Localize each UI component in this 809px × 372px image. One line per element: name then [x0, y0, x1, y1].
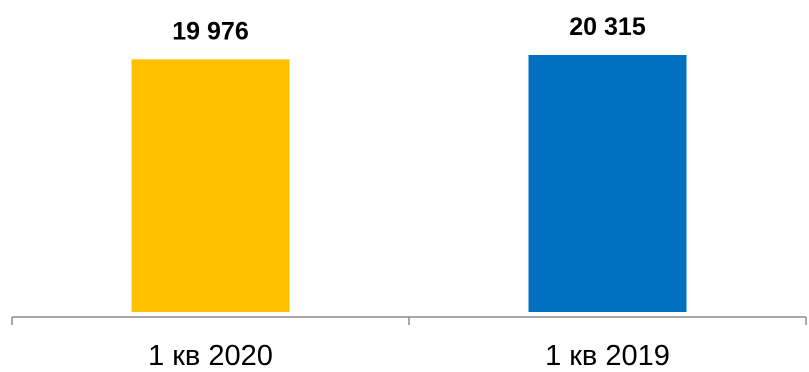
value-label-0: 19 976 [172, 17, 248, 45]
bar-1 [528, 55, 687, 312]
x-tick-label-0: 1 кв 2020 [148, 340, 273, 372]
tick-labels-group: 1 кв 2020 1 кв 2019 [148, 340, 670, 372]
x-tick-label-1: 1 кв 2019 [545, 340, 670, 372]
value-labels-group: 19 976 20 315 [172, 13, 646, 45]
bars-group [131, 55, 687, 312]
bar-0 [131, 59, 290, 312]
value-label-1: 20 315 [569, 13, 646, 41]
